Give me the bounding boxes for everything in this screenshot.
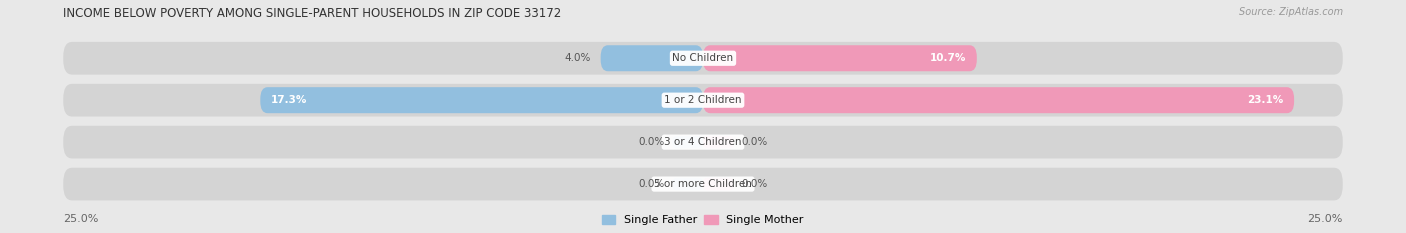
FancyBboxPatch shape: [703, 178, 734, 190]
FancyBboxPatch shape: [703, 136, 734, 148]
FancyBboxPatch shape: [63, 168, 1343, 200]
Text: 5 or more Children: 5 or more Children: [654, 179, 752, 189]
FancyBboxPatch shape: [672, 178, 703, 190]
Text: 17.3%: 17.3%: [270, 95, 307, 105]
Text: No Children: No Children: [672, 53, 734, 63]
Text: Source: ZipAtlas.com: Source: ZipAtlas.com: [1239, 7, 1343, 17]
Text: 0.0%: 0.0%: [638, 179, 665, 189]
Text: 23.1%: 23.1%: [1247, 95, 1284, 105]
FancyBboxPatch shape: [63, 126, 1343, 158]
FancyBboxPatch shape: [672, 136, 703, 148]
Text: 1 or 2 Children: 1 or 2 Children: [664, 95, 742, 105]
FancyBboxPatch shape: [63, 42, 1343, 75]
Legend: Single Father, Single Mother: Single Father, Single Mother: [602, 215, 804, 225]
FancyBboxPatch shape: [703, 87, 1294, 113]
Text: INCOME BELOW POVERTY AMONG SINGLE-PARENT HOUSEHOLDS IN ZIP CODE 33172: INCOME BELOW POVERTY AMONG SINGLE-PARENT…: [63, 7, 561, 20]
Text: 25.0%: 25.0%: [63, 214, 98, 224]
Text: 0.0%: 0.0%: [741, 179, 768, 189]
FancyBboxPatch shape: [600, 45, 703, 71]
FancyBboxPatch shape: [63, 84, 1343, 116]
Text: 0.0%: 0.0%: [638, 137, 665, 147]
Text: 3 or 4 Children: 3 or 4 Children: [664, 137, 742, 147]
Text: 10.7%: 10.7%: [931, 53, 966, 63]
Text: 4.0%: 4.0%: [564, 53, 591, 63]
Text: 0.0%: 0.0%: [741, 137, 768, 147]
FancyBboxPatch shape: [260, 87, 703, 113]
Text: 25.0%: 25.0%: [1308, 214, 1343, 224]
FancyBboxPatch shape: [703, 45, 977, 71]
